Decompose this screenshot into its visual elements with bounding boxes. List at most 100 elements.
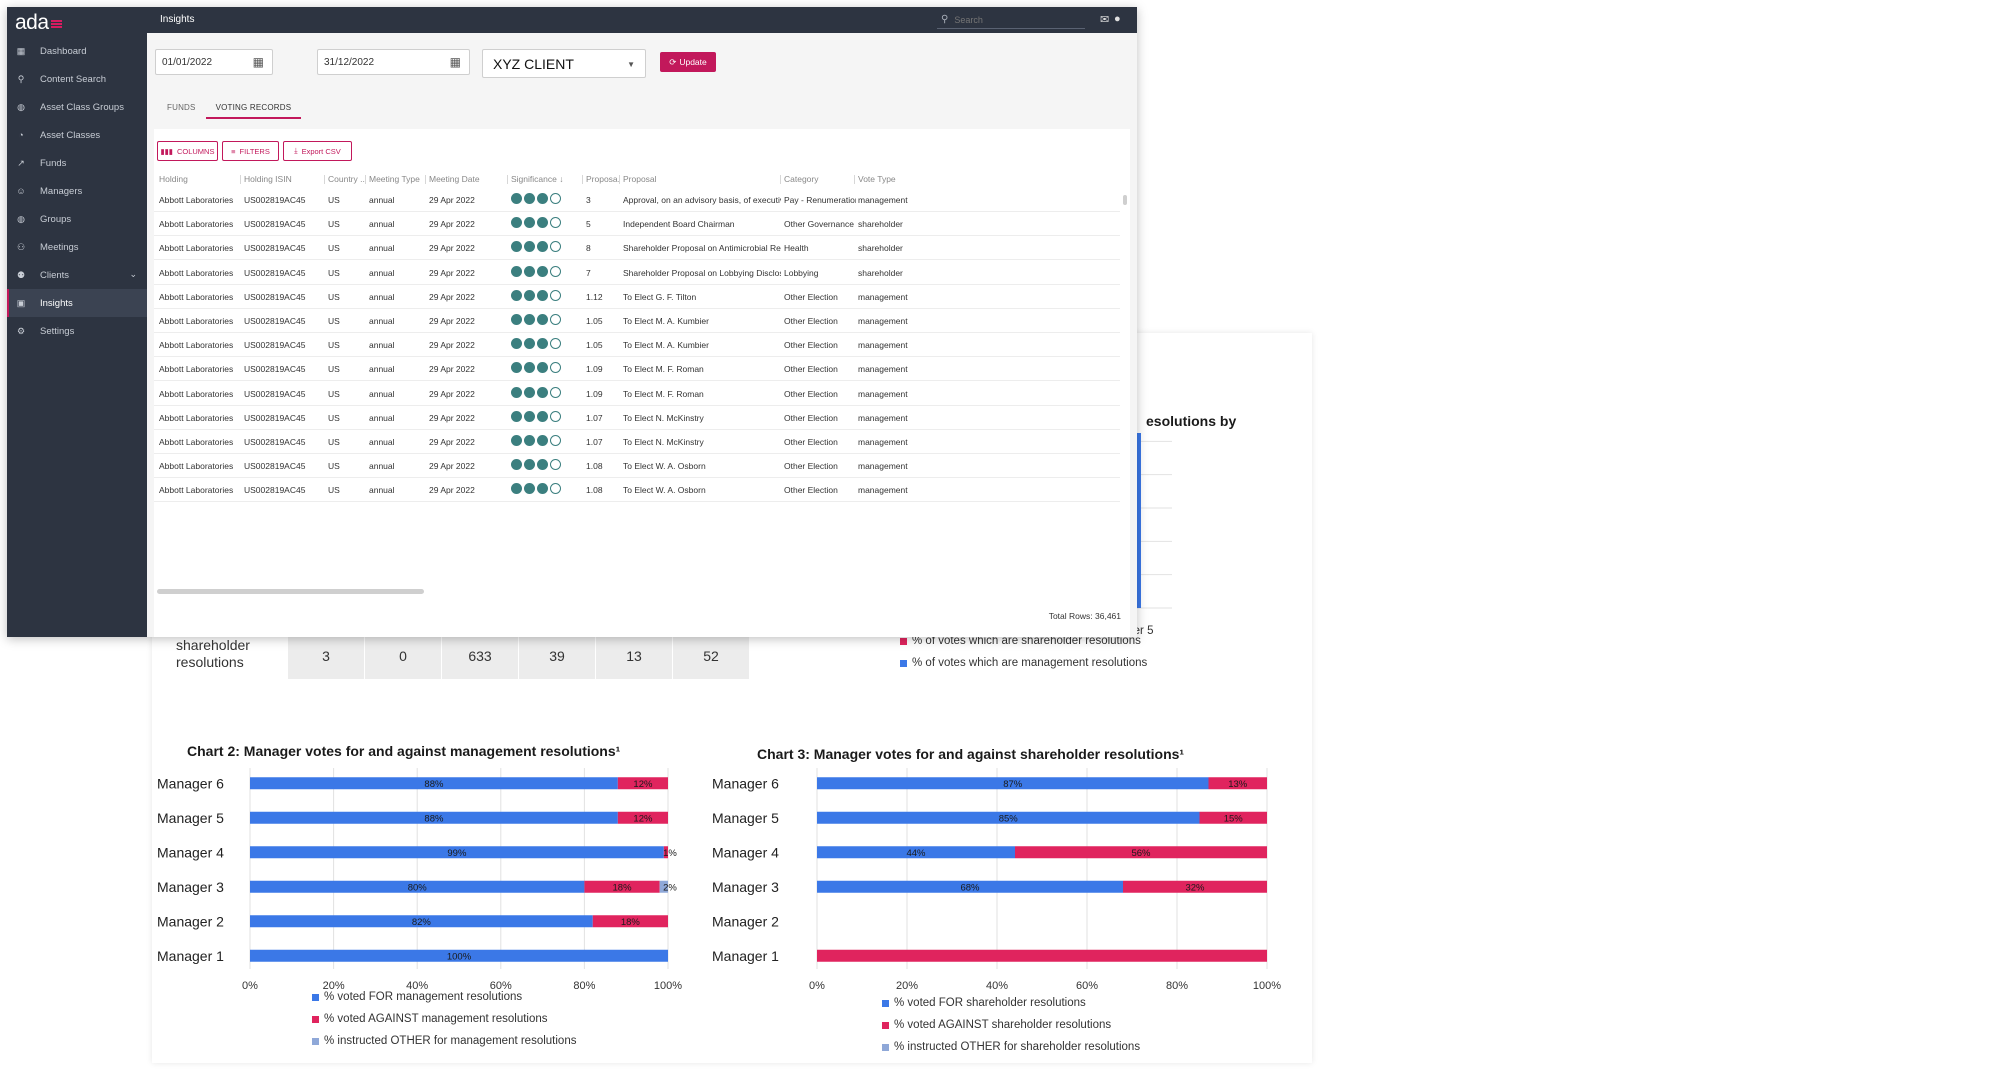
cell-country: US (328, 340, 340, 351)
cell-category: Other Election (784, 461, 838, 472)
cell-proposal: To Elect M. A. Kumbier (623, 340, 709, 351)
sidebar-item-label: Insights (40, 297, 73, 309)
column-separator[interactable] (854, 175, 855, 184)
significance-dot (524, 241, 535, 253)
cell-category: Other Election (784, 316, 838, 326)
sidebar-item-insights[interactable]: ▣ Insights (7, 289, 147, 317)
significance-dot (511, 314, 522, 325)
summary-cell: 52 (673, 633, 749, 679)
cell-type: annual (369, 267, 395, 278)
sort-desc-icon[interactable]: ↓ (556, 174, 564, 184)
calendar-icon[interactable]: ▦ (449, 55, 461, 69)
cell-vote: management (858, 291, 908, 302)
significance-dot (511, 362, 522, 374)
logo-text: ada (15, 11, 49, 34)
table-row[interactable]: Abbott Laboratories US002819AC45 US annual 2… (154, 285, 1120, 309)
legend-entry: % voted FOR management resolutions (312, 991, 522, 1003)
sidebar-item-label: Dashboard (40, 45, 87, 57)
column-header-1[interactable]: Holding ISIN (244, 174, 292, 184)
column-separator[interactable] (507, 175, 508, 184)
summary-cell: 13 (596, 633, 672, 679)
legend-label: % voted FOR shareholder resolutions (894, 997, 1086, 1009)
column-separator[interactable] (582, 175, 583, 184)
people-icon: ☺ (16, 186, 26, 196)
sidebar-item-clients[interactable]: ⚉ Clients ⌄ (7, 261, 147, 289)
column-header-5[interactable]: Significance ↓ (511, 174, 564, 184)
cell-num: 1.09 (586, 364, 603, 375)
column-header-4[interactable]: Meeting Date (429, 174, 480, 184)
sidebar-item-asset-classes[interactable]: ◔ Asset Classes (7, 121, 147, 149)
table-row[interactable]: Abbott Laboratories US002819AC45 US annual 2… (154, 382, 1120, 406)
significance-dot (537, 289, 548, 301)
x-tick-label: 40% (986, 980, 1008, 992)
column-separator[interactable] (240, 175, 241, 184)
sidebar-nav: ▦ Dashboard ⚲ Content Search ◍ Asset Class Gr… (7, 37, 147, 345)
column-separator[interactable] (780, 175, 781, 184)
column-separator[interactable] (425, 175, 426, 184)
table-row[interactable]: Abbott Laboratories US002819AC45 US annual 2… (154, 261, 1120, 285)
significance-indicator (511, 362, 561, 374)
columns-button[interactable]: ▮▮▮ COLUMNS (157, 141, 218, 161)
export-csv-button[interactable]: ⤓ Export CSV (283, 141, 352, 161)
table-row[interactable]: Abbott Laboratories US002819AC45 US annual 2… (154, 406, 1120, 430)
update-button[interactable]: ⟳ Update (660, 52, 716, 72)
column-header-3[interactable]: Meeting Type (369, 174, 420, 184)
sidebar-item-managers[interactable]: ☺ Managers (7, 177, 147, 205)
end-date-field[interactable]: 31/12/2022 ▦ (317, 49, 470, 75)
column-separator[interactable] (365, 175, 366, 184)
sidebar-item-groups[interactable]: ◍ Groups (7, 205, 147, 233)
significance-dot (550, 338, 561, 350)
significance-dot (537, 193, 548, 204)
bar-segment (1208, 777, 1267, 790)
category-label: Manager 6 (157, 775, 224, 791)
search-input[interactable] (954, 14, 1065, 25)
table-row[interactable]: Abbott Laboratories US002819AC45 US annual 2… (154, 454, 1120, 479)
table-row[interactable]: Abbott Laboratories US002819AC45 US annual 2… (154, 212, 1120, 237)
sidebar-item-dashboard[interactable]: ▦ Dashboard (7, 37, 147, 65)
tab-voting-records[interactable]: VOTING RECORDS (205, 97, 302, 119)
cell-type: annual (369, 219, 395, 230)
column-separator[interactable] (324, 175, 325, 184)
table-row[interactable]: Abbott Laboratories US002819AC45 US annual 2… (154, 191, 1120, 212)
significance-dot (550, 289, 561, 301)
table-row[interactable]: Abbott Laboratories US002819AC45 US annual 2… (154, 333, 1120, 358)
table-row[interactable]: Abbott Laboratories US002819AC45 US annual 2… (154, 478, 1120, 503)
column-header-7[interactable]: Proposal (623, 174, 657, 184)
vertical-scrollbar[interactable] (1123, 195, 1127, 205)
table-row[interactable]: Abbott Laboratories US002819AC45 US annual 2… (154, 236, 1120, 261)
sidebar-item-content-search[interactable]: ⚲ Content Search (7, 65, 147, 93)
calendar-icon[interactable]: ▦ (252, 55, 264, 69)
column-header-6[interactable]: Proposa... (586, 174, 620, 184)
chevron-down-icon[interactable]: ⌄ (129, 269, 137, 279)
table-row[interactable]: Abbott Laboratories US002819AC45 US annual 2… (154, 430, 1120, 454)
cell-holding: Abbott Laboratories (159, 437, 234, 447)
cell-num: 1.12 (586, 291, 603, 302)
start-date-field[interactable]: 01/01/2022 ▦ (155, 49, 273, 75)
client-select[interactable]: XYZ CLIENT ▼ (482, 49, 646, 78)
sidebar-item-meetings[interactable]: ⚇ Meetings (7, 233, 147, 261)
page-title: Insights (160, 14, 195, 25)
filters-button[interactable]: ≡ FILTERS (222, 141, 279, 161)
sidebar-item-settings[interactable]: ⚙ Settings (7, 317, 147, 345)
horizontal-scrollbar[interactable] (157, 589, 424, 594)
data-grid-panel: ▮▮▮ COLUMNS ≡ FILTERS ⤓ Export CSV Holdi… (154, 129, 1130, 637)
table-row[interactable]: Abbott Laboratories US002819AC45 US annual 2… (154, 309, 1120, 333)
cell-vote: management (858, 195, 908, 205)
data-label: 56% (1131, 848, 1151, 859)
tab-funds[interactable]: FUNDS (167, 103, 196, 112)
data-label: 80% (408, 882, 428, 893)
data-label: 2% (663, 882, 677, 893)
trending-icon: ↗ (17, 157, 25, 168)
column-header-8[interactable]: Category (784, 174, 819, 184)
cell-proposal: Independent Board Chairman (623, 219, 735, 230)
cell-type: annual (369, 195, 395, 205)
column-separator[interactable] (619, 175, 620, 184)
user-avatar-icon[interactable]: ● (1114, 13, 1121, 25)
chat-icon[interactable]: ✉ (1100, 14, 1110, 26)
column-header-0[interactable]: Holding (159, 174, 188, 184)
column-header-9[interactable]: Vote Type (858, 174, 896, 184)
sidebar-item-funds[interactable]: ↗ Funds (7, 149, 147, 177)
sidebar-item-asset-class-groups[interactable]: ◍ Asset Class Groups (7, 93, 147, 121)
table-row[interactable]: Abbott Laboratories US002819AC45 US annual 2… (154, 357, 1120, 382)
column-header-2[interactable]: Country ... (328, 174, 366, 184)
